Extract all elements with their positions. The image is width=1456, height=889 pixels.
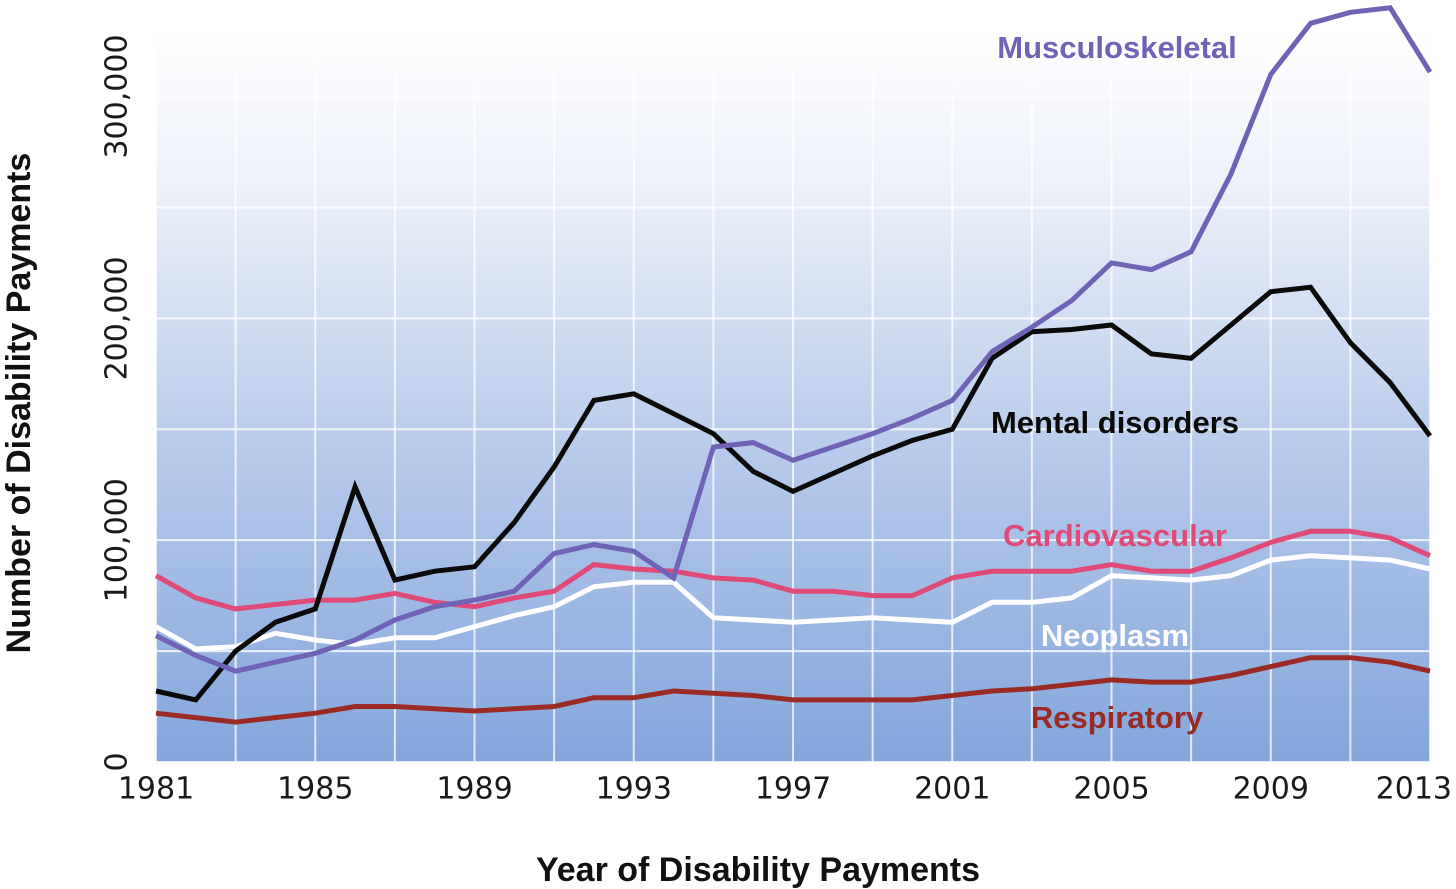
series-line-cardiovascular bbox=[154, 528, 1432, 612]
y-axis-ticks: 0 100,000 200,000 300,000 bbox=[100, 34, 135, 771]
series-line-musculoskeletal bbox=[154, 5, 1433, 674]
x-tick-label: 2005 bbox=[1073, 772, 1149, 807]
x-tick-label: 2009 bbox=[1233, 772, 1309, 807]
series-label-respiratory: Respiratory bbox=[1031, 700, 1204, 735]
x-tick-label: 2013 bbox=[1376, 772, 1452, 807]
y-tick-label: 100,000 bbox=[100, 478, 135, 602]
y-tick-label: 300,000 bbox=[100, 34, 135, 158]
series-label-cardiovascular: Cardiovascular bbox=[1003, 518, 1227, 553]
x-tick-label: 2001 bbox=[914, 772, 990, 807]
series-line-respiratory bbox=[155, 655, 1431, 725]
x-tick-label: 1997 bbox=[755, 772, 831, 807]
series-line-neoplasm bbox=[154, 553, 1431, 652]
x-tick-label: 1981 bbox=[118, 772, 194, 807]
x-tick-label: 1993 bbox=[596, 772, 672, 807]
y-tick-label: 0 bbox=[100, 752, 135, 771]
x-tick-label: 1989 bbox=[436, 772, 512, 807]
series-label-mental-disorders: Mental disorders bbox=[991, 405, 1239, 440]
x-tick-label: 1985 bbox=[277, 772, 353, 807]
grid bbox=[155, 30, 1431, 763]
series-lines bbox=[154, 5, 1433, 725]
series-label-musculoskeletal: Musculoskeletal bbox=[997, 30, 1236, 65]
y-tick-label: 200,000 bbox=[100, 256, 135, 380]
x-axis-ticks: 1981 1985 1989 1993 1997 2001 2005 2009 2013 bbox=[118, 772, 1452, 807]
series-line-mental-disorders bbox=[155, 284, 1433, 703]
x-axis-title: Year of Disability Payments bbox=[536, 851, 980, 889]
series-labels: Musculoskeletal Mental disorders Cardiovas… bbox=[991, 30, 1239, 735]
y-axis-title: Number of Disability Payments bbox=[0, 153, 38, 654]
series-label-neoplasm: Neoplasm bbox=[1041, 618, 1189, 653]
